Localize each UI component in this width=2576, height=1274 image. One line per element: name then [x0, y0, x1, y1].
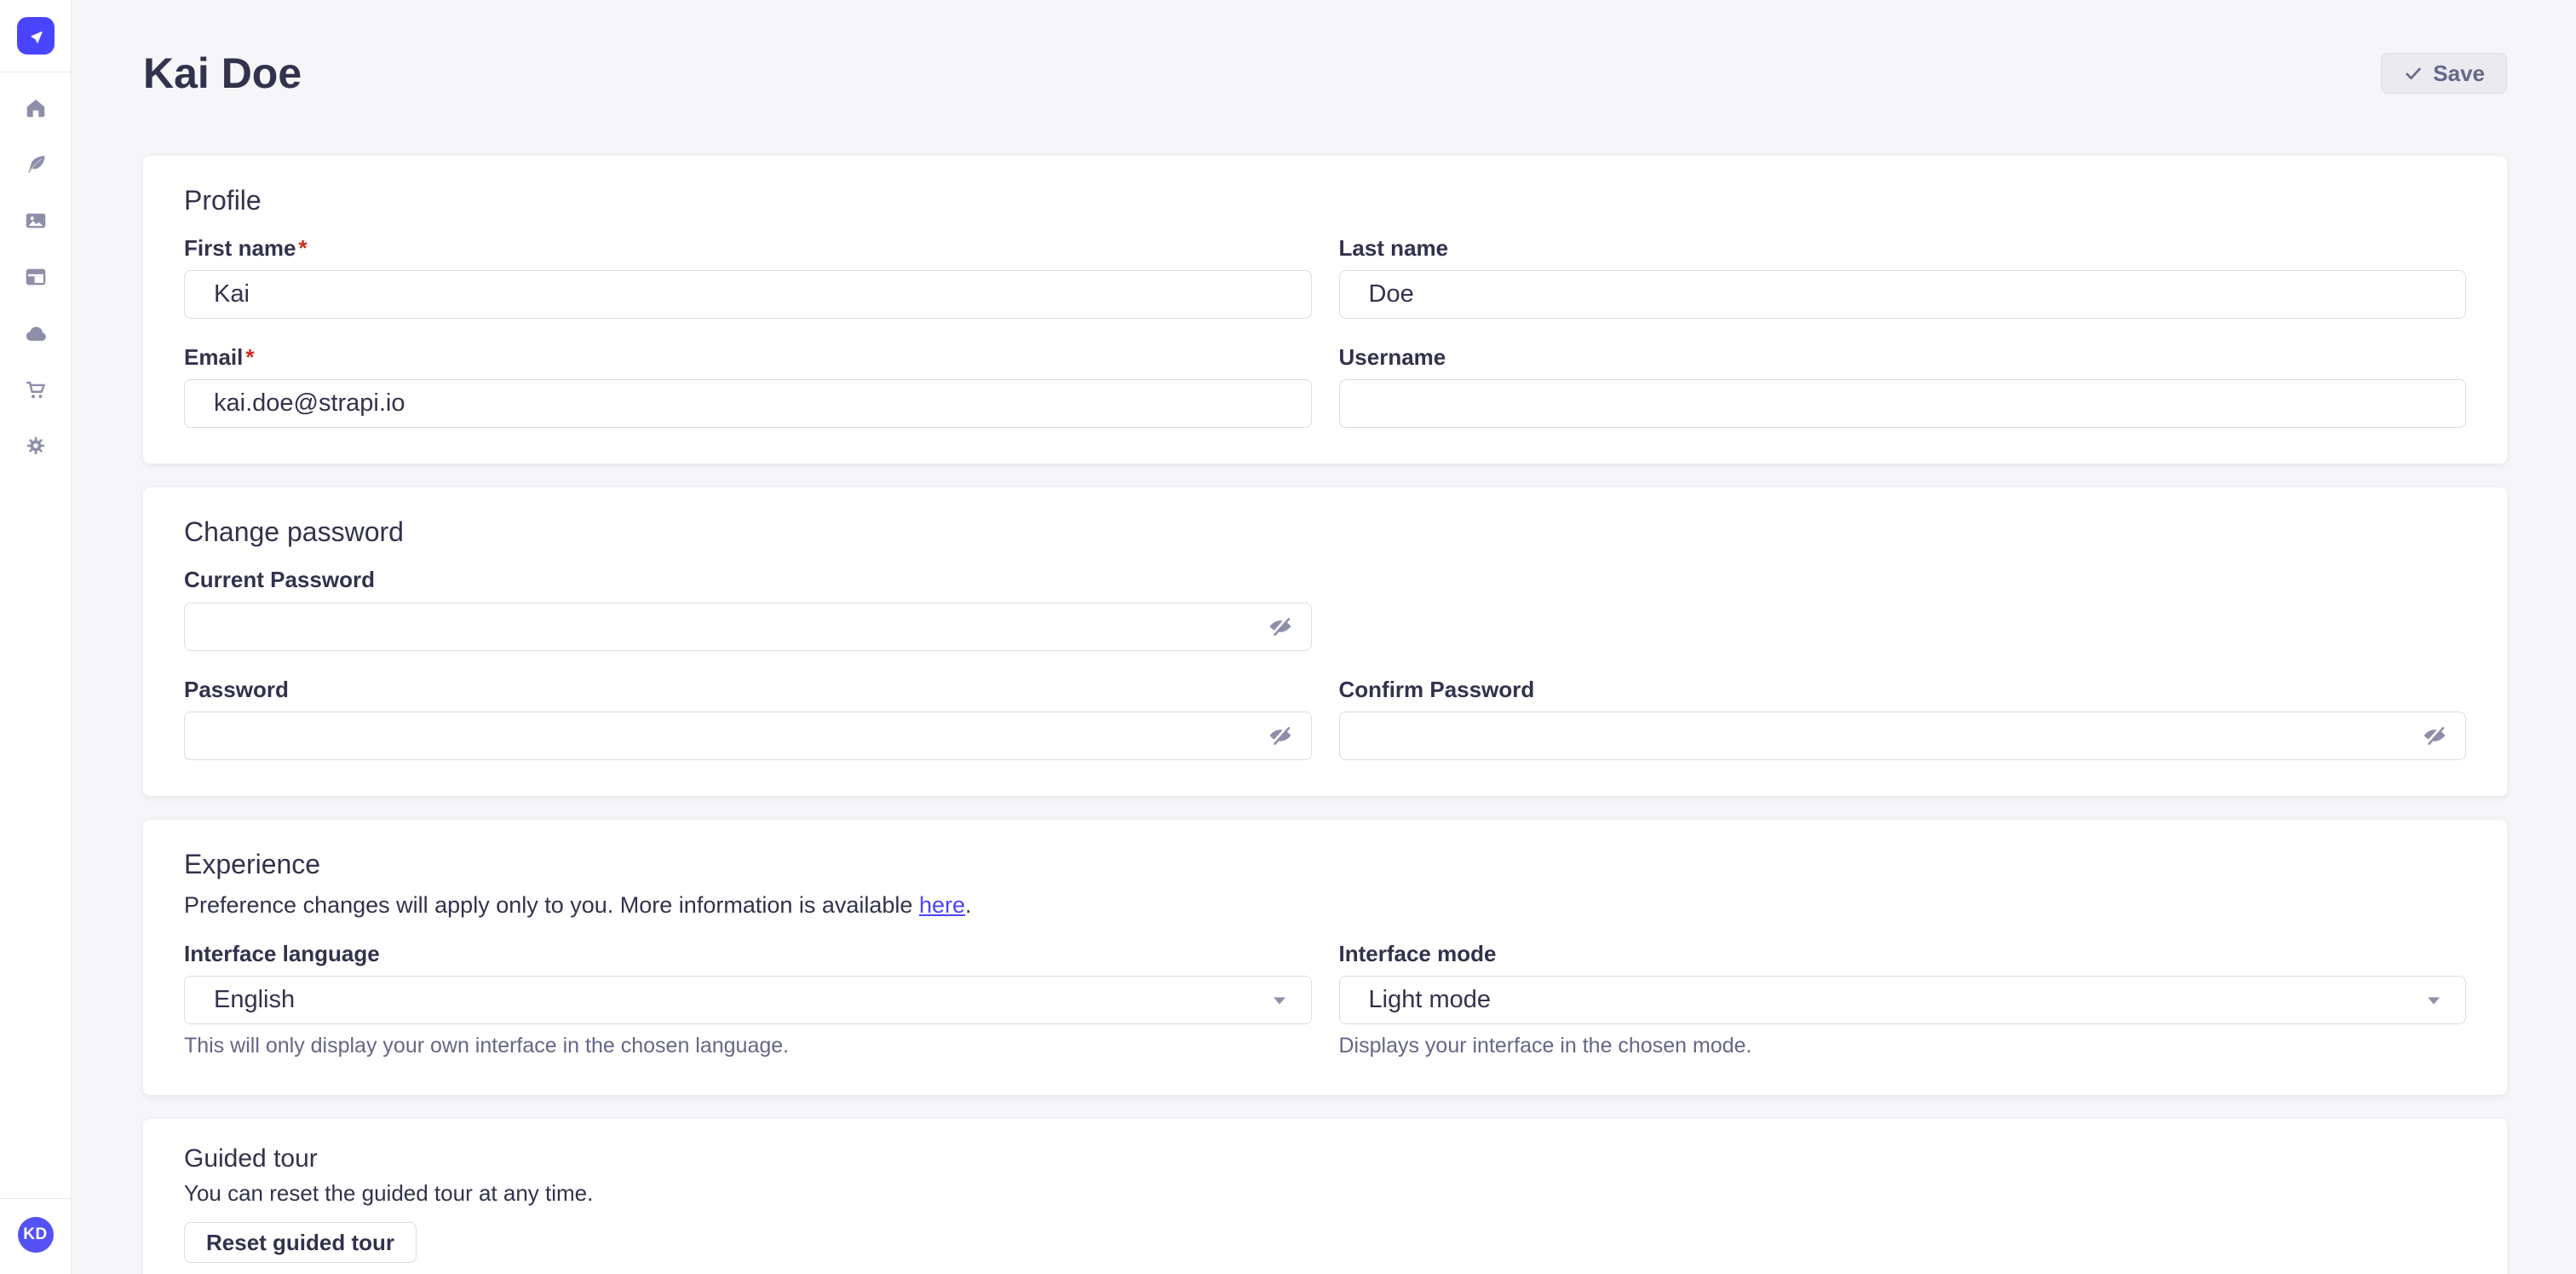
reset-guided-tour-button[interactable]: Reset guided tour — [184, 1222, 417, 1264]
email-input[interactable] — [184, 379, 1312, 429]
cloud-icon — [23, 320, 49, 346]
change-password-card: Change password Current Password — [143, 487, 2507, 796]
check-icon — [2403, 63, 2424, 84]
new-password-field: Password — [184, 677, 1312, 760]
sidebar-item-content-manager[interactable] — [17, 146, 55, 183]
sidebar-item-home[interactable] — [17, 89, 55, 127]
email-label: Email * — [184, 344, 1312, 371]
caret-down-icon — [2424, 991, 2443, 1010]
sidebar-item-media-library[interactable] — [17, 202, 55, 239]
email-field: Email * — [184, 344, 1312, 429]
last-name-label: Last name — [1339, 235, 2467, 262]
interface-mode-label-text: Interface mode — [1338, 940, 1497, 966]
confirm-password-field: Confirm Password — [1338, 677, 2467, 760]
required-asterisk: * — [298, 235, 308, 261]
sidebar-item-settings[interactable] — [17, 427, 55, 464]
interface-mode-label: Interface mode — [1339, 941, 2467, 967]
confirm-password-label: Confirm Password — [1339, 677, 2467, 703]
strapi-logo-icon — [25, 25, 47, 47]
interface-language-label-text: Interface language — [184, 940, 380, 966]
sidebar-item-content-type-builder[interactable] — [17, 258, 55, 296]
experience-description-text: Preference changes will apply only to yo… — [184, 891, 919, 918]
experience-description: Preference changes will apply only to yo… — [184, 891, 2466, 920]
first-name-input[interactable] — [184, 270, 1312, 320]
here-link[interactable]: here — [918, 891, 965, 918]
interface-language-helper: This will only display your own interfac… — [184, 1034, 790, 1058]
sidebar-item-marketplace[interactable] — [17, 371, 55, 408]
feather-icon — [23, 152, 49, 177]
change-password-card-title: Change password — [184, 516, 404, 548]
eye-off-icon — [2421, 722, 2448, 749]
confirm-password-label-text: Confirm Password — [1338, 676, 1535, 702]
current-password-label-text: Current Password — [184, 567, 375, 593]
cart-icon — [23, 377, 49, 402]
profile-card-title: Profile — [184, 185, 262, 216]
strapi-logo-button[interactable] — [16, 17, 55, 55]
save-button[interactable]: Save — [2381, 53, 2507, 94]
experience-description-period: . — [965, 891, 972, 918]
interface-mode-field: Interface mode Light mode Displays your … — [1338, 941, 2467, 1059]
interface-language-field: Interface language English This will onl… — [184, 941, 1312, 1059]
username-label-text: Username — [1338, 344, 1446, 371]
new-password-label-text: Password — [184, 676, 289, 702]
experience-card-title: Experience — [184, 848, 321, 879]
experience-card: Experience Preference changes will apply… — [143, 819, 2507, 1096]
last-name-field: Last name — [1338, 235, 2467, 320]
toggle-password-visibility-button[interactable] — [1264, 610, 1297, 643]
required-asterisk: * — [245, 344, 255, 371]
username-field: Username — [1338, 344, 2467, 429]
last-name-input[interactable] — [1338, 270, 2466, 320]
current-password-input[interactable] — [184, 602, 1312, 651]
sidebar-nav — [17, 89, 55, 464]
first-name-label: First name * — [184, 235, 1312, 262]
eye-off-icon — [1267, 722, 1294, 749]
interface-mode-value: Light mode — [1368, 986, 1492, 1014]
layout-icon — [23, 264, 49, 290]
interface-mode-select[interactable]: Light mode — [1338, 976, 2466, 1025]
toggle-password-visibility-button[interactable] — [1264, 719, 1297, 752]
page-header: Kai Doe Save — [143, 48, 2507, 99]
profile-card: Profile First name* Last name Email — [143, 156, 2507, 464]
first-name-label-text: First name — [184, 235, 296, 261]
last-name-label-text: Last name — [1338, 235, 1449, 261]
media-library-icon — [23, 208, 49, 233]
gear-icon — [23, 433, 49, 458]
email-label-text: Email — [184, 344, 244, 371]
username-input[interactable] — [1338, 379, 2466, 429]
guided-tour-description: You can reset the guided tour at any tim… — [184, 1180, 594, 1207]
toggle-password-visibility-button[interactable] — [2418, 719, 2451, 752]
first-name-field: First name * — [184, 235, 1312, 320]
current-password-field: Current Password — [184, 567, 1312, 651]
interface-language-value: English — [214, 986, 296, 1014]
current-password-label: Current Password — [184, 567, 1312, 593]
home-icon — [23, 95, 49, 121]
interface-language-label: Interface language — [184, 941, 1312, 967]
sidebar-item-cloud[interactable] — [17, 314, 55, 352]
caret-down-icon — [1270, 991, 1289, 1010]
user-avatar[interactable]: KD — [17, 1217, 54, 1253]
new-password-label: Password — [184, 677, 1312, 703]
main-content: Kai Doe Save Profile First name * — [72, 0, 2576, 1274]
new-password-input[interactable] — [184, 711, 1312, 760]
interface-language-select[interactable]: English — [184, 976, 1312, 1025]
page-title: Kai Doe — [143, 49, 302, 97]
confirm-password-input[interactable] — [1338, 711, 2466, 760]
guided-tour-title: Guided tour — [184, 1144, 318, 1173]
username-label: Username — [1339, 344, 2467, 371]
save-button-label: Save — [2433, 60, 2485, 86]
interface-mode-helper: Displays your interface in the chosen mo… — [1338, 1034, 1752, 1058]
sidebar: KD — [0, 0, 72, 1274]
sidebar-divider — [0, 1198, 72, 1199]
eye-off-icon — [1267, 613, 1294, 640]
guided-tour-card: Guided tour You can reset the guided tou… — [143, 1119, 2507, 1274]
